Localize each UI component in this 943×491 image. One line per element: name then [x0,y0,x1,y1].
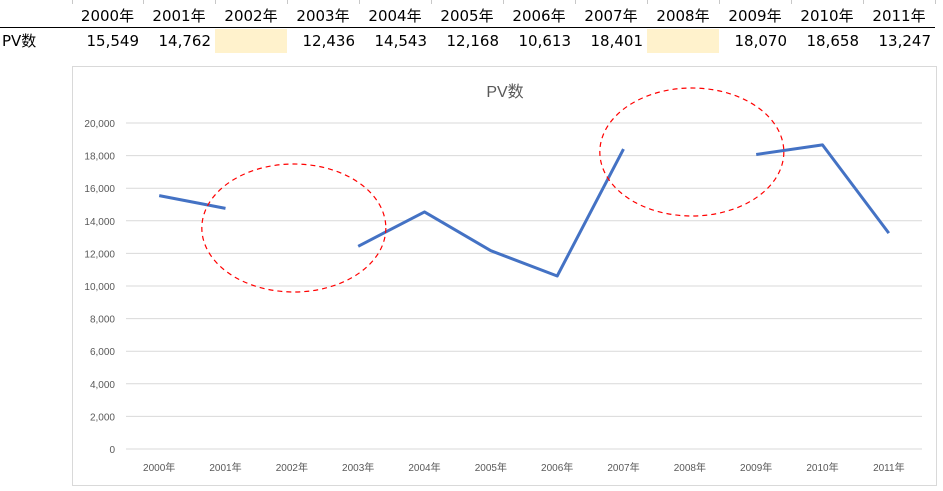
x-tick-label: 2000年 [143,461,175,474]
column-divider [791,0,792,4]
header-cell[interactable]: 2011年 [872,7,926,25]
dashed-ellipse-annotation [599,87,785,217]
header-cell[interactable]: 2001年 [152,7,206,25]
column-divider [431,0,432,4]
series-segment [357,148,625,278]
dashed-ellipse-annotation [201,163,387,293]
header-border [0,27,935,28]
y-axis-labels: 0 2,000 4,000 6,000 8,000 10,000 12,000 14,000 1… [84,119,115,456]
empty-highlighted-cell[interactable] [215,29,287,53]
column-divider [503,0,504,4]
x-tick-label: 2011年 [873,461,905,474]
y-tick-label: 2,000 [90,412,115,423]
y-tick-label: 20,000 [84,119,115,130]
x-tick-label: 2001年 [209,461,241,474]
y-tick-label: 14,000 [84,217,115,228]
x-tick-label: 2003年 [342,461,374,474]
column-divider [575,0,576,4]
y-tick-label: 18,000 [84,152,115,163]
series-line [158,143,890,278]
y-tick-label: 4,000 [90,380,115,391]
x-tick-label: 2006年 [541,461,573,474]
column-divider [287,0,288,4]
column-divider [647,0,648,4]
x-tick-label: 2005年 [475,461,507,474]
header-cell[interactable]: 2002年 [224,7,278,25]
annotation-ellipses [201,87,785,293]
y-tick-label: 8,000 [90,315,115,326]
x-tick-label: 2008年 [674,461,706,474]
x-axis-labels: 2000年 2001年 2002年 2003年 2004年 2005年 2006年 2007年… [143,461,905,474]
column-divider [215,0,216,4]
value-cell[interactable]: 18,658 [806,32,860,50]
value-cell[interactable]: 14,543 [374,32,428,50]
header-cell[interactable]: 2009年 [728,7,782,25]
value-cell[interactable]: 12,436 [302,32,356,50]
value-cell[interactable]: 10,613 [518,32,572,50]
value-cell[interactable]: 12,168 [446,32,500,50]
header-cell[interactable]: 2010年 [800,7,854,25]
column-divider [935,0,936,4]
x-tick-label: 2007年 [607,461,639,474]
y-tick-label: 0 [109,445,115,456]
empty-highlighted-cell[interactable] [647,29,719,53]
gridlines [126,122,922,450]
header-cell[interactable]: 2008年 [656,7,710,25]
y-tick-label: 12,000 [84,249,115,260]
column-divider [863,0,864,4]
header-cell[interactable]: 2006年 [512,7,566,25]
header-cell[interactable]: 2000年 [80,7,135,25]
chart-title: PV数 [486,83,523,101]
header-cell[interactable]: 2007年 [584,7,638,25]
y-tick-label: 16,000 [84,184,115,195]
column-divider [359,0,360,4]
row-label-cell[interactable]: PV数 [2,32,37,50]
chart-plot: PV数 0 2,000 4,000 6,000 8,000 10,000 12,000 14,… [84,83,922,474]
value-cell[interactable]: 13,247 [878,32,932,50]
x-tick-label: 2004年 [408,461,440,474]
value-cell[interactable]: 18,401 [590,32,644,50]
series-segment [755,143,890,235]
x-tick-label: 2002年 [276,461,308,474]
column-divider [72,0,73,4]
header-cell[interactable]: 2005年 [440,7,494,25]
column-divider [719,0,720,4]
value-cell[interactable]: 14,762 [158,32,212,50]
y-tick-label: 10,000 [84,282,115,293]
column-divider [143,0,144,4]
y-tick-label: 6,000 [90,347,115,358]
spreadsheet-table: 2000年 2001年 2002年 2003年 2004年 2005年 2006… [0,0,943,56]
header-cell[interactable]: 2004年 [368,7,422,25]
line-chart[interactable]: PV数 0 2,000 4,000 6,000 8,000 10,000 12,000 14,… [72,66,937,486]
value-cell[interactable]: 18,070 [734,32,788,50]
series-segment [158,194,226,210]
x-tick-label: 2009年 [740,461,772,474]
header-cell[interactable]: 2003年 [296,7,350,25]
value-cell[interactable]: 15,549 [86,32,140,50]
x-tick-label: 2010年 [806,461,838,474]
